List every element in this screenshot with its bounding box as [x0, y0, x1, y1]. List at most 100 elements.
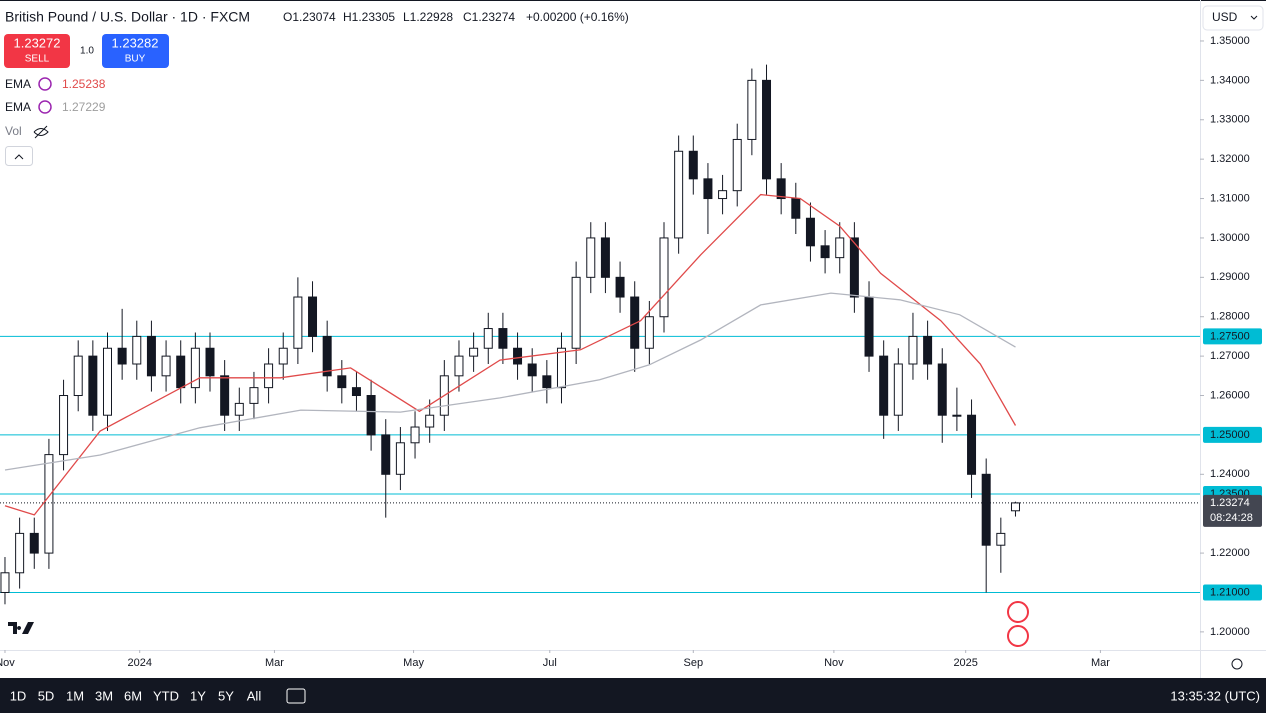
candle-body	[615, 276, 625, 298]
level-label: 1.21000	[1210, 586, 1250, 598]
range-button[interactable]: 1M	[66, 688, 84, 703]
candle-body	[410, 426, 420, 444]
y-tick-label: 1.29000	[1210, 271, 1250, 283]
range-button[interactable]: 6M	[124, 688, 142, 703]
candle-body	[88, 355, 98, 416]
candle-body	[293, 296, 303, 349]
chevron-up	[14, 154, 24, 160]
range-button[interactable]: 1Y	[190, 688, 206, 703]
date-range-icon[interactable]	[286, 688, 306, 704]
candle-body	[864, 296, 874, 357]
legend-open: O1.23074	[283, 10, 336, 24]
collapse-button[interactable]	[5, 146, 33, 166]
ema-line	[4, 292, 1016, 471]
legend-low: L1.22928	[403, 10, 453, 24]
candle-body	[527, 363, 537, 377]
level-tag	[1203, 328, 1262, 345]
level-label: 1.27500	[1210, 330, 1250, 342]
indicator-icon[interactable]	[38, 77, 52, 91]
y-tick-label: 1.20000	[1210, 626, 1250, 638]
candle-body	[205, 347, 215, 377]
candle-body	[996, 532, 1006, 546]
candle-body	[337, 375, 347, 389]
candle-body	[366, 395, 376, 436]
range-button[interactable]: 3M	[95, 688, 113, 703]
candle-body	[732, 138, 742, 192]
candle-body	[967, 414, 977, 475]
range-button[interactable]: All	[247, 688, 262, 703]
candle-body	[132, 335, 142, 365]
candle-body	[483, 328, 493, 349]
currency-select[interactable]	[1202, 5, 1264, 31]
tv-logo	[8, 622, 34, 634]
y-tick-label: 1.22000	[1210, 547, 1250, 559]
x-tick-label: Nov	[0, 657, 15, 669]
indicator-name: EMA	[5, 77, 31, 91]
candle-body	[718, 190, 728, 200]
x-tick-label: 2025	[953, 657, 977, 669]
bottom-toolbar	[0, 678, 1266, 713]
candle-body	[879, 355, 889, 416]
ema-line	[4, 193, 1017, 516]
candle-body	[278, 347, 288, 365]
level-label: 1.25000	[1210, 429, 1250, 441]
candle-body	[952, 414, 962, 417]
event-flag[interactable]	[1007, 601, 1029, 623]
indicator-name: Vol	[5, 124, 22, 138]
hidden-icon[interactable]	[33, 125, 49, 139]
candle-body	[322, 335, 332, 377]
plot-area	[0, 64, 1200, 605]
range-button[interactable]: 5Y	[218, 688, 234, 703]
buy-button[interactable]	[102, 34, 169, 68]
settings-icon[interactable]	[1231, 658, 1243, 670]
last-price-label: 1.23274	[1210, 497, 1250, 509]
candle-body	[73, 355, 83, 397]
candle-body	[117, 347, 127, 365]
candle-body	[791, 198, 801, 219]
candle-body	[835, 237, 845, 259]
candle-body	[893, 363, 903, 416]
x-tick-label: Sep	[683, 657, 703, 669]
event-flag[interactable]	[1007, 625, 1029, 647]
y-tick-label: 1.34000	[1210, 74, 1250, 86]
candle-body	[146, 335, 156, 377]
ohlc-legend: O1.23074 H1.23305 L1.22928 C1.23274 +0.0…	[283, 10, 629, 24]
legend-close: C1.23274	[463, 10, 515, 24]
y-tick-label: 1.31000	[1210, 192, 1250, 204]
chevron	[1250, 15, 1258, 20]
candle-body	[849, 237, 859, 298]
x-tick-label: May	[403, 657, 424, 669]
candle-body	[15, 532, 25, 574]
sell-price: 1.23272	[14, 35, 61, 50]
x-tick-label: Jul	[543, 657, 557, 669]
candle-body	[805, 217, 815, 247]
sell-button[interactable]	[4, 34, 70, 68]
candle-body	[264, 363, 274, 389]
x-tick-label: Nov	[824, 657, 844, 669]
candle-body	[249, 387, 259, 404]
candle-body	[161, 355, 171, 377]
candle-body	[820, 245, 830, 259]
candle-body	[308, 296, 318, 337]
x-tick-label: 2024	[127, 657, 151, 669]
currency-label: USD	[1212, 10, 1238, 24]
candle-body	[395, 442, 405, 475]
buy-price: 1.23282	[112, 35, 159, 50]
candle-body	[674, 150, 684, 239]
candle-body	[59, 395, 69, 456]
y-tick-label: 1.32000	[1210, 153, 1250, 165]
candle-body	[659, 237, 669, 318]
candle-body	[571, 276, 581, 349]
range-button[interactable]: 1D	[10, 688, 27, 703]
candle-body	[234, 402, 244, 416]
indicator-icon[interactable]	[38, 100, 52, 114]
symbol-title: British Pound / U.S. Dollar · 1D · FXCM	[5, 9, 250, 25]
candle-body	[425, 414, 435, 428]
legend-change: +0.00200 (+0.16%)	[526, 10, 629, 24]
y-tick-label: 1.30000	[1210, 232, 1250, 244]
candle-body	[176, 355, 186, 389]
candle-body	[908, 335, 918, 365]
range-button[interactable]: 5D	[38, 688, 55, 703]
range-button[interactable]: YTD	[153, 688, 179, 703]
